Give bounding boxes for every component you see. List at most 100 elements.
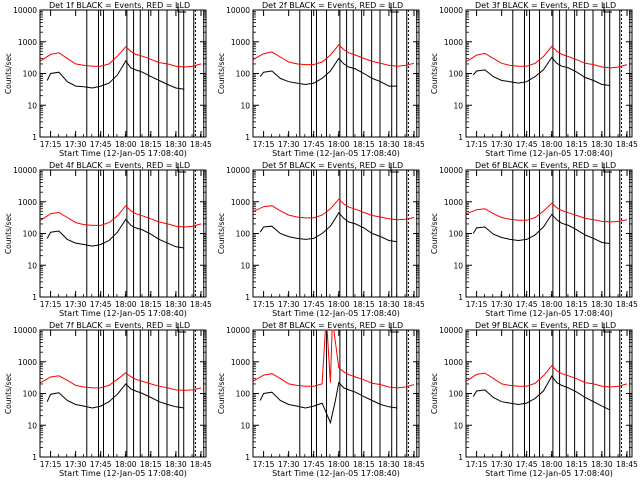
x-tick-label: 18:45: [616, 300, 638, 309]
y-tick-label: 10: [240, 421, 250, 430]
lld-series-line: [466, 364, 628, 388]
x-tick-label: 18:15: [353, 460, 375, 469]
y-tick-label: 10000: [226, 326, 250, 335]
y-tick-label: 1: [32, 133, 37, 142]
x-tick-label: 17:30: [491, 460, 513, 469]
x-tick-label: 18:30: [165, 300, 187, 309]
x-tick-label: 18:00: [328, 140, 350, 149]
x-tick-label: 18:45: [616, 140, 638, 149]
x-tick-label: 18:30: [378, 460, 400, 469]
x-tick-label: 17:45: [303, 300, 325, 309]
chart-title: Det 9f BLACK = Events, RED = LLD: [475, 321, 616, 330]
chart-title: Det 8f BLACK = Events, RED = LLD: [262, 321, 403, 330]
x-tick-label: 18:00: [328, 460, 350, 469]
detector-panel-5: Det 5f BLACK = Events, RED = LLD 1 10 100 10…: [213, 160, 426, 320]
y-tick-label: 10000: [439, 166, 463, 175]
y-tick-label: 100: [23, 390, 38, 399]
chart-title: Det 1f BLACK = Events, RED = LLD: [49, 1, 190, 10]
chart-title: Det 3f BLACK = Events, RED = LLD: [475, 1, 616, 10]
x-tick-label: 18:30: [378, 300, 400, 309]
y-tick-label: 10: [453, 261, 463, 270]
events-series-line: [472, 375, 611, 411]
x-axis-label: Start Time (12-Jan-05 17:08:40): [485, 469, 613, 478]
x-tick-label: 17:30: [65, 140, 87, 149]
plot-frame: [39, 329, 207, 458]
chart-title: Det 7f BLACK = Events, RED = LLD: [49, 321, 190, 330]
x-tick-label: 17:30: [278, 460, 300, 469]
y-axis-label: Counts/sec: [4, 53, 13, 94]
x-tick-label: 18:45: [190, 460, 212, 469]
detector-panel-3: Det 3f BLACK = Events, RED = LLD 1 10 100 10…: [426, 0, 639, 160]
detector-panel-9: Det 9f BLACK = Events, RED = LLD 1 10 100 10…: [426, 320, 639, 480]
x-tick-label: 18:45: [403, 140, 425, 149]
x-tick-label: 18:30: [165, 140, 187, 149]
y-tick-label: 10000: [439, 326, 463, 335]
x-tick-label: 17:15: [40, 300, 62, 309]
chart-svg: Det 5f BLACK = Events, RED = LLD 1 10 100 10…: [217, 161, 425, 318]
x-tick-label: 18:15: [566, 300, 588, 309]
detector-panel-2: Det 2f BLACK = Events, RED = LLD 1 10 100 10…: [213, 0, 426, 160]
x-tick-label: 17:30: [278, 140, 300, 149]
y-tick-label: 1: [245, 293, 250, 302]
x-tick-label: 17:15: [466, 140, 488, 149]
x-axis-label: Start Time (12-Jan-05 17:08:40): [485, 149, 613, 158]
x-tick-label: 17:30: [65, 460, 87, 469]
x-tick-label: 18:15: [566, 460, 588, 469]
y-tick-label: 10: [240, 261, 250, 270]
y-axis-label: Counts/sec: [217, 53, 226, 94]
chart-title: Det 2f BLACK = Events, RED = LLD: [262, 1, 403, 10]
chart-title: Det 5f BLACK = Events, RED = LLD: [262, 161, 403, 170]
y-tick-label: 10000: [13, 6, 37, 15]
x-tick-label: 18:15: [353, 140, 375, 149]
y-axis-label: Counts/sec: [430, 213, 439, 254]
y-tick-label: 1: [458, 133, 463, 142]
chart-svg: Det 2f BLACK = Events, RED = LLD 1 10 100 10…: [217, 1, 425, 158]
x-axis-label: Start Time (12-Jan-05 17:08:40): [272, 149, 400, 158]
events-series-line: [46, 59, 185, 90]
y-tick-label: 1000: [444, 358, 463, 367]
events-series-line: [259, 211, 398, 243]
x-tick-label: 17:15: [253, 300, 275, 309]
x-tick-label: 17:15: [40, 460, 62, 469]
x-tick-label: 18:00: [541, 140, 563, 149]
x-tick-label: 17:15: [253, 140, 275, 149]
chart-svg: Det 9f BLACK = Events, RED = LLD 1 10 100 10…: [430, 321, 638, 478]
plot-frame: [252, 169, 420, 298]
detector-panel-7: Det 7f BLACK = Events, RED = LLD 1 10 100 10…: [0, 320, 213, 480]
y-tick-label: 100: [23, 70, 38, 79]
y-tick-label: 10: [453, 421, 463, 430]
plot-frame: [39, 169, 207, 298]
x-axis-label: Start Time (12-Jan-05 17:08:40): [485, 309, 613, 318]
y-axis-label: Counts/sec: [430, 53, 439, 94]
x-tick-label: 18:15: [140, 140, 162, 149]
x-tick-label: 18:30: [591, 460, 613, 469]
y-tick-label: 100: [449, 390, 464, 399]
detector-panel-6: Det 6f BLACK = Events, RED = LLD 1 10 100 10…: [426, 160, 639, 320]
y-tick-label: 1: [458, 453, 463, 462]
x-tick-label: 17:45: [90, 300, 112, 309]
y-tick-label: 10: [240, 101, 250, 110]
x-tick-label: 17:45: [90, 460, 112, 469]
x-axis-label: Start Time (12-Jan-05 17:08:40): [59, 469, 187, 478]
y-tick-label: 10000: [13, 166, 37, 175]
x-tick-label: 18:00: [541, 300, 563, 309]
x-tick-label: 17:45: [303, 140, 325, 149]
plot-frame: [252, 9, 420, 138]
chart-title: Det 4f BLACK = Events, RED = LLD: [49, 161, 190, 170]
lld-series-line: [40, 372, 202, 391]
x-tick-label: 17:30: [65, 300, 87, 309]
y-tick-label: 1000: [231, 38, 250, 47]
y-tick-label: 1: [32, 293, 37, 302]
x-tick-label: 17:15: [40, 140, 62, 149]
x-tick-label: 17:15: [253, 460, 275, 469]
x-tick-label: 17:45: [90, 140, 112, 149]
y-tick-label: 1000: [231, 358, 250, 367]
y-tick-label: 10000: [226, 6, 250, 15]
events-series-line: [259, 381, 398, 425]
x-axis-label: Start Time (12-Jan-05 17:08:40): [59, 149, 187, 158]
detector-panel-1: Det 1f BLACK = Events, RED = LLD 1 10 100 10…: [0, 0, 213, 160]
lld-series-line: [40, 45, 202, 68]
x-tick-label: 18:30: [591, 300, 613, 309]
x-tick-label: 17:15: [466, 460, 488, 469]
plot-frame: [465, 169, 633, 298]
